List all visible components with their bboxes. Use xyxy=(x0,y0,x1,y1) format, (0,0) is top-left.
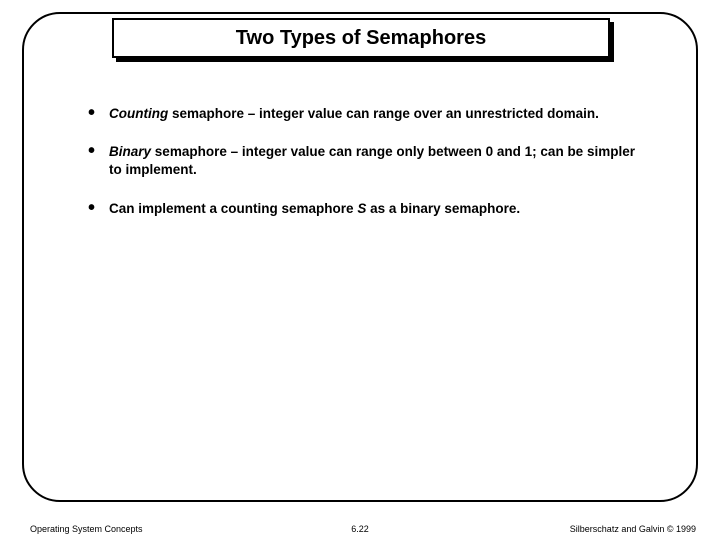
bullet-text: Can implement a counting semaphore S as … xyxy=(109,200,520,218)
bullet-rest: semaphore – integer value can range only… xyxy=(109,144,635,177)
slide-title: Two Types of Semaphores xyxy=(236,27,486,50)
slide-frame xyxy=(22,12,698,502)
bullet-dot-icon: • xyxy=(88,143,95,159)
bullet-rest-post: as a binary semaphore. xyxy=(366,201,520,216)
bullet-dot-icon: • xyxy=(88,105,95,121)
footer-right: Silberschatz and Galvin © 1999 xyxy=(570,524,696,534)
footer-left: Operating System Concepts xyxy=(30,524,143,534)
bullet-dot-icon: • xyxy=(88,200,95,216)
bullet-rest-pre: Can implement a counting semaphore xyxy=(109,201,357,216)
bullet-rest: semaphore – integer value can range over… xyxy=(168,106,599,121)
bullet-text: Binary semaphore – integer value can ran… xyxy=(109,143,648,179)
footer-center: 6.22 xyxy=(351,524,369,534)
title-box: Two Types of Semaphores xyxy=(112,18,610,58)
bullet-item: • Can implement a counting semaphore S a… xyxy=(88,200,648,218)
bullet-text: Counting semaphore – integer value can r… xyxy=(109,105,599,123)
bullet-item: • Binary semaphore – integer value can r… xyxy=(88,143,648,179)
slide-content: • Counting semaphore – integer value can… xyxy=(88,105,648,238)
bullet-emphasis: Counting xyxy=(109,106,168,121)
bullet-var: S xyxy=(357,201,366,216)
bullet-emphasis: Binary xyxy=(109,144,151,159)
bullet-item: • Counting semaphore – integer value can… xyxy=(88,105,648,123)
